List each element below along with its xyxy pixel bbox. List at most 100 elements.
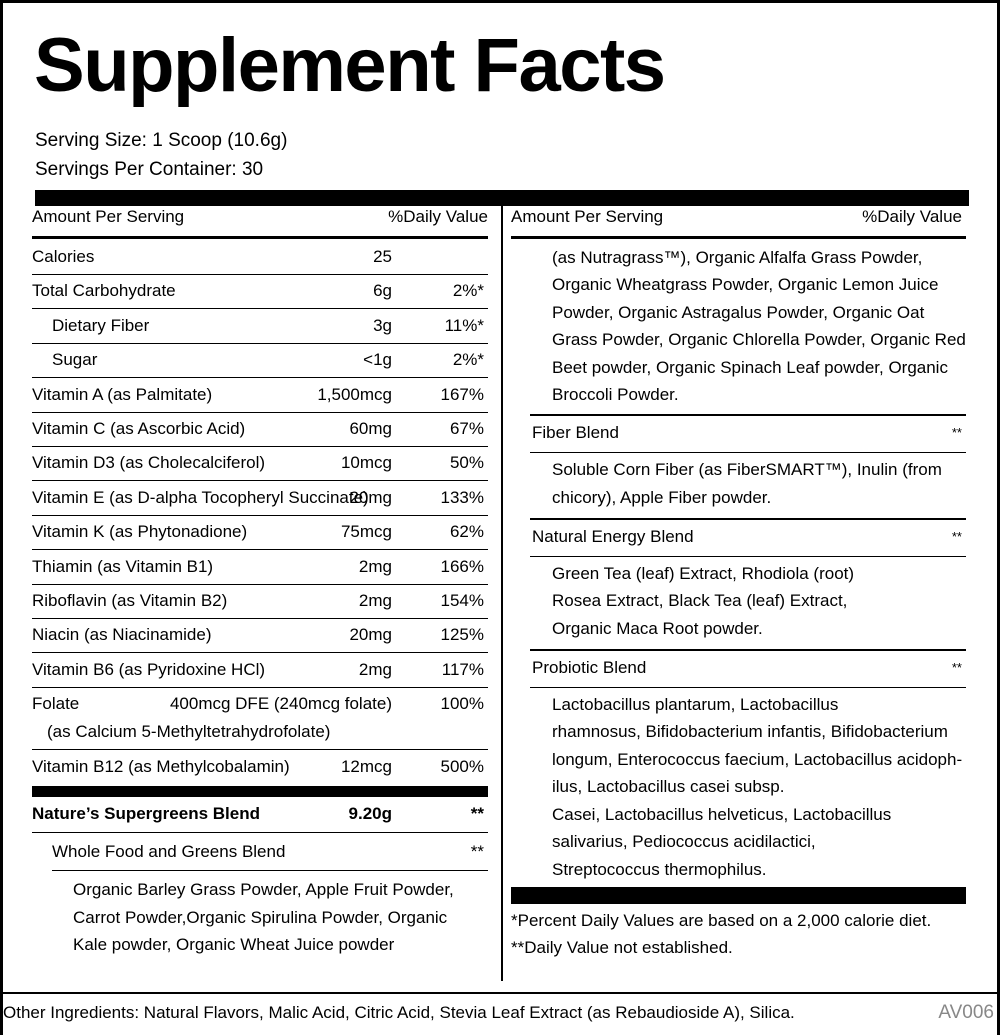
nutrient-name: Thiamin (as Vitamin B1) [32, 556, 214, 576]
ingredient-line: rhamnosus, Bifidobacterium infantis, Bif… [552, 722, 948, 741]
ingredient-line: Organic Maca Root powder. [552, 618, 763, 638]
row-rule [530, 414, 966, 416]
row-rule [530, 452, 966, 453]
blend-name: Natural Energy Blend [532, 526, 694, 546]
ingredient-line: Lactobacillus plantarum, Lactobacillus [552, 694, 839, 714]
nutrient-dv: 167% [440, 384, 484, 404]
blend-amount: 9.20g [348, 804, 392, 823]
nutrient-name: Dietary Fiber [52, 315, 150, 335]
column-header: Amount Per Serving [511, 207, 664, 226]
ingredient-line: Grass Powder, Organic Chlorella Powder, … [552, 330, 966, 350]
nutrient-name: Vitamin B12 (as Methylcobalamin) [32, 756, 290, 776]
nutrient-dv: 100% [440, 694, 484, 714]
nutrient-amount: 400mcg DFE (240mcg folate) [169, 694, 392, 714]
nutrient-amount: 3g [373, 315, 392, 335]
row-rule [52, 870, 488, 871]
column-divider [501, 206, 503, 981]
blend-dv: ** [951, 425, 962, 440]
nutrient-dv: 50% [449, 453, 484, 473]
top-bar [35, 190, 969, 206]
row-rule [32, 618, 488, 619]
ingredient-line: Rosea Extract, Black Tea (leaf) Extract, [552, 591, 848, 610]
ingredient-line: ilus, Lactobacillus casei subsp. [552, 777, 785, 796]
footnote: **Daily Value not established. [511, 938, 733, 957]
ingredient-line: chicory), Apple Fiber powder. [552, 487, 772, 507]
blend-bar [32, 786, 488, 797]
column-header: Amount Per Serving [32, 207, 185, 226]
nutrient-dv: 166% [440, 556, 484, 576]
blend-dv: ** [951, 659, 962, 675]
nutrient-name: Vitamin E (as D-alpha Tocopheryl Succina… [32, 487, 369, 507]
blend-name: Nature’s Supergreens Blend [32, 804, 260, 823]
row-rule [32, 308, 488, 310]
nutrient-dv: 11%* [444, 315, 484, 335]
nutrient-amount: 20mg [349, 487, 392, 507]
footnote: *Percent Daily Values are based on a 2,0… [511, 911, 932, 930]
nutrient-name: Vitamin D3 (as Cholecalciferol) [32, 453, 266, 473]
row-rule [32, 411, 488, 413]
row-rule [32, 549, 488, 551]
row-rule [32, 377, 488, 379]
nutrient-amount: 2mg [358, 659, 392, 679]
row-rule [530, 555, 966, 557]
row-rule [32, 652, 488, 654]
footnote-bar [511, 887, 966, 904]
nutrient-dv: 2%* [452, 281, 484, 301]
nutrient-amount: 20mg [349, 625, 392, 645]
ingredient-line: Organic Barley Grass Powder, Apple Fruit… [73, 880, 454, 899]
nutrient-dv: 133% [440, 487, 484, 507]
row-rule [32, 749, 488, 751]
ingredient-line: Green Tea (leaf) Extract, Rhodiola (root… [552, 563, 855, 583]
nutrient-amount: 25 [373, 247, 392, 266]
nutrient-amount: 6g [373, 281, 392, 301]
row-rule [32, 480, 488, 482]
ingredient-line: Powder, Organic Astragalus Powder, Organ… [552, 302, 925, 322]
bottom-rule [3, 992, 1000, 994]
nutrient-amount: 2mg [358, 591, 392, 610]
nutrient-name: Vitamin K (as Phytonadione) [32, 522, 248, 542]
nutrient-name: Vitamin A (as Palmitate) [32, 384, 213, 404]
row-rule [32, 832, 488, 833]
product-code: AV006 [938, 1002, 994, 1023]
blend-name: Probiotic Blend [532, 657, 647, 677]
sub-blend-dv: ** [470, 842, 484, 861]
nutrient-name: Vitamin B6 (as Pyridoxine HCl) [32, 659, 266, 679]
ingredient-line: Soluble Corn Fiber (as FiberSMART™), Inu… [552, 460, 942, 479]
header-rule [32, 236, 488, 239]
row-rule [32, 583, 488, 585]
nutrient-amount: 10mcg [340, 453, 392, 473]
ingredient-line: Beet powder, Organic Spinach Leaf powder… [552, 357, 948, 377]
nutrient-name: Calories [32, 247, 95, 266]
nutrient-dv: 67% [449, 419, 484, 438]
ingredient-line: Casei, Lactobacillus helveticus, Lactoba… [552, 804, 892, 824]
column-header: %Daily Value [388, 207, 488, 226]
row-rule [32, 446, 488, 447]
column-header: %Daily Value [862, 207, 962, 226]
nutrient-dv: 154% [440, 591, 484, 610]
nutrient-dv: 2%* [452, 350, 484, 370]
row-rule [530, 517, 966, 520]
nutrient-dv: 125% [440, 625, 484, 645]
nutrient-name: Riboflavin (as Vitamin B2) [32, 591, 228, 610]
servings-per-container: Servings Per Container: 30 [35, 159, 264, 180]
nutrient-dv: 117% [441, 659, 484, 679]
other-ingredients: Other Ingredients: Natural Flavors, Mali… [3, 1003, 795, 1022]
nutrient-name: Total Carbohydrate [32, 281, 176, 301]
nutrient-name: Vitamin C (as Ascorbic Acid) [32, 419, 246, 438]
row-rule [32, 514, 488, 516]
ingredient-line: Carrot Powder,Organic Spirulina Powder, … [73, 907, 448, 927]
ingredient-line: salivarius, Pediococcus acidilactici, [552, 832, 816, 851]
title: Supplement Facts [34, 23, 666, 108]
row-rule [32, 274, 488, 275]
row-rule [530, 648, 966, 651]
nutrient-dv: 62% [449, 522, 484, 542]
nutrient-name: Niacin (as Niacinamide) [32, 625, 212, 645]
header-rule [511, 236, 966, 239]
ingredient-line: Broccoli Powder. [552, 385, 679, 404]
nutrient-amount: 2mg [358, 556, 392, 576]
nutrient-amount: 12mcg [340, 756, 392, 776]
nutrient-amount: 75mcg [340, 522, 392, 542]
blend-dv: ** [951, 528, 962, 544]
blend-dv: ** [470, 804, 484, 823]
